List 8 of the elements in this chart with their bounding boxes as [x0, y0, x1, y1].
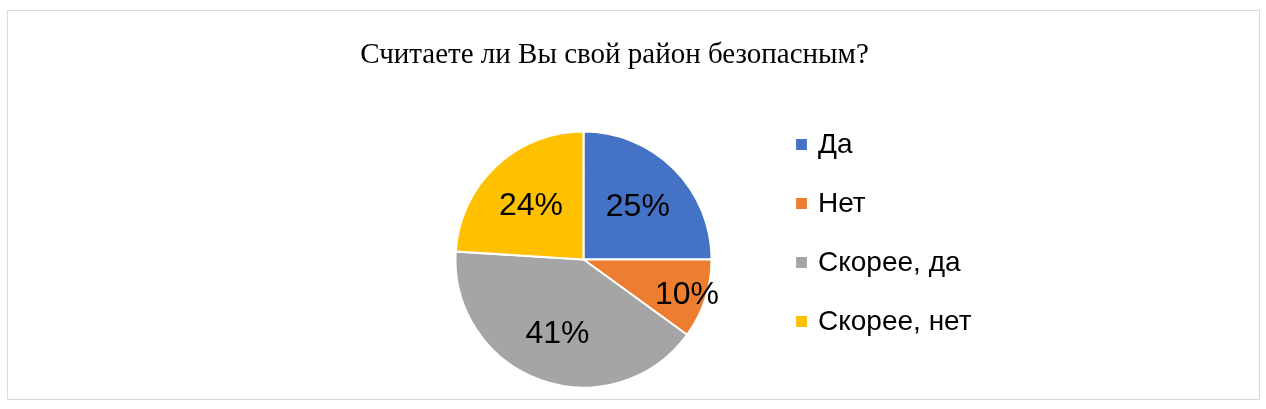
chart-title: Считаете ли Вы свой район безопасным?	[360, 36, 869, 69]
data-label: 24%	[498, 185, 563, 222]
data-label: 41%	[525, 313, 590, 350]
legend-label: Да	[818, 128, 853, 160]
legend-label: Скорее, нет	[818, 305, 972, 337]
legend-label: Скорее, да	[818, 246, 961, 278]
data-label: 25%	[605, 187, 670, 224]
legend-label: Нет	[818, 187, 866, 219]
